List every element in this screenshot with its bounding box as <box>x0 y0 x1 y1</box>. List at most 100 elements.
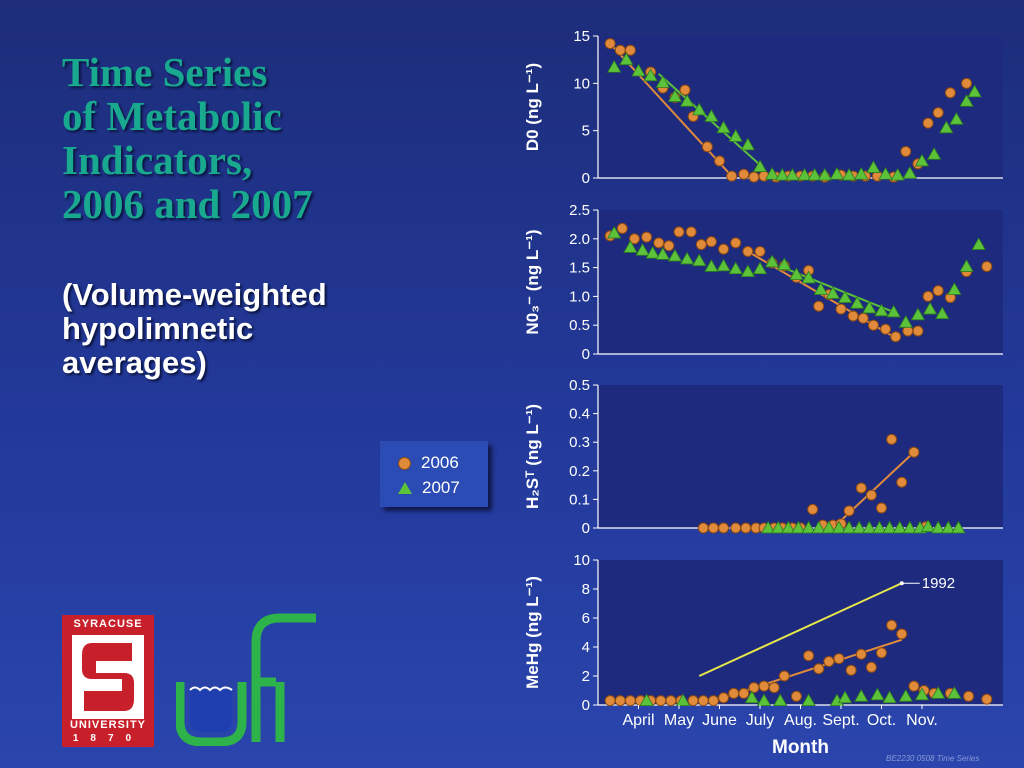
data-point-2006 <box>655 695 667 707</box>
data-point-2007 <box>785 167 800 181</box>
data-point-2007 <box>728 261 743 275</box>
data-point-2006 <box>963 690 975 702</box>
y-tick-label: 0.5 <box>569 317 590 334</box>
data-point-2006 <box>742 245 754 257</box>
data-point-2006 <box>961 77 973 89</box>
y-tick-label: 0.2 <box>569 463 590 480</box>
data-point-2007 <box>607 59 622 73</box>
data-point-2006 <box>932 107 944 119</box>
data-point-2006 <box>728 687 740 699</box>
data-point-2007 <box>801 270 816 284</box>
data-point-2007 <box>841 520 857 534</box>
trend-line-2006 <box>609 42 733 177</box>
data-point-2006 <box>754 245 766 257</box>
y-axis-label: N0₃⁻ (ng L⁻¹) <box>523 229 542 334</box>
data-point-2006 <box>705 236 717 248</box>
y-tick-label: 0 <box>582 520 590 537</box>
title-line: 2006 and 2007 <box>62 181 313 227</box>
legend-item-2007: 2007 <box>398 478 460 498</box>
slide-subtitle: (Volume-weighted hypolimnetic averages) <box>62 278 422 380</box>
trend-line-1992 <box>698 582 903 677</box>
data-point-2006 <box>714 155 725 167</box>
y-tick-label: 0.5 <box>569 377 590 394</box>
data-point-2006 <box>845 664 857 676</box>
data-point-2007 <box>619 52 634 66</box>
data-point-2006 <box>847 310 859 322</box>
data-point-2006 <box>701 141 713 153</box>
data-point-2007 <box>878 166 893 180</box>
title-line: of Metabolic <box>62 93 282 139</box>
data-point-2007 <box>655 75 670 88</box>
y-tick-label: 1.5 <box>569 260 590 277</box>
data-point-2007 <box>692 253 707 267</box>
data-point-2007 <box>931 686 946 699</box>
data-point-2006 <box>740 522 752 534</box>
data-point-2006 <box>908 680 920 692</box>
y-axis-label: MeHg (ng L⁻¹) <box>523 576 542 689</box>
data-point-2007 <box>862 300 877 314</box>
data-point-2007 <box>910 307 926 321</box>
data-point-2007 <box>813 282 828 295</box>
data-point-2007 <box>967 84 982 98</box>
data-point-2007 <box>862 520 877 534</box>
y-tick-label: 2 <box>582 668 590 685</box>
data-point-2006 <box>616 222 628 234</box>
data-point-2007 <box>870 687 885 701</box>
data-point-2007 <box>756 693 772 707</box>
data-point-2006 <box>857 312 869 324</box>
data-point-2007 <box>931 520 946 534</box>
data-point-2007 <box>645 245 660 259</box>
chart-legend: 2006 2007 <box>380 441 488 507</box>
data-point-2007 <box>740 137 756 151</box>
data-point-2006 <box>718 692 730 704</box>
data-point-2007 <box>922 301 938 315</box>
footer-note: BE2230 0508 Time Series <box>886 754 980 763</box>
data-point-2006 <box>718 522 730 534</box>
data-point-2006 <box>641 231 653 243</box>
y-tick-label: 8 <box>582 581 590 598</box>
data-point-2006 <box>614 44 626 56</box>
data-point-2007 <box>866 160 881 173</box>
data-point-2006 <box>803 650 815 662</box>
subtitle-line: hypolimnetic <box>62 311 254 346</box>
data-point-2007 <box>959 259 974 272</box>
data-point-2006 <box>896 476 908 488</box>
data-point-2007 <box>635 243 650 256</box>
data-point-2006 <box>730 522 742 534</box>
x-tick-label: June <box>702 712 737 729</box>
x-tick-label: May <box>664 712 694 729</box>
data-point-2007 <box>829 166 845 180</box>
y-tick-label: 2.5 <box>569 202 590 219</box>
data-point-2007 <box>728 129 743 142</box>
y-tick-label: 10 <box>573 75 590 92</box>
data-point-2006 <box>628 233 640 245</box>
x-tick-label: April <box>622 712 654 729</box>
data-point-2006 <box>653 237 665 249</box>
data-point-2007 <box>773 693 788 707</box>
data-point-2006 <box>896 628 908 640</box>
data-point-2006 <box>886 619 898 631</box>
data-point-2007 <box>898 688 913 702</box>
data-point-2007 <box>854 166 869 180</box>
data-point-2006 <box>604 38 616 50</box>
data-point-2006 <box>890 331 902 343</box>
data-point-2007 <box>837 690 853 704</box>
data-point-2006 <box>922 117 934 129</box>
data-point-2006 <box>813 300 825 312</box>
data-point-2007 <box>947 686 962 699</box>
data-point-2006 <box>912 325 924 337</box>
plot-area <box>598 385 1003 528</box>
data-point-2006 <box>823 656 835 667</box>
data-point-2007 <box>764 166 780 180</box>
data-point-2007 <box>744 690 760 704</box>
data-point-2006 <box>843 505 855 517</box>
data-point-2007 <box>639 693 654 707</box>
logo-text: 1870 <box>72 733 144 744</box>
data-point-2006 <box>944 87 956 99</box>
data-point-2007 <box>607 225 622 239</box>
data-point-2007 <box>854 688 869 702</box>
data-point-2006 <box>867 319 879 331</box>
data-point-2007 <box>926 147 942 160</box>
data-point-2007 <box>704 259 719 272</box>
legend-label: 2006 <box>421 453 459 472</box>
